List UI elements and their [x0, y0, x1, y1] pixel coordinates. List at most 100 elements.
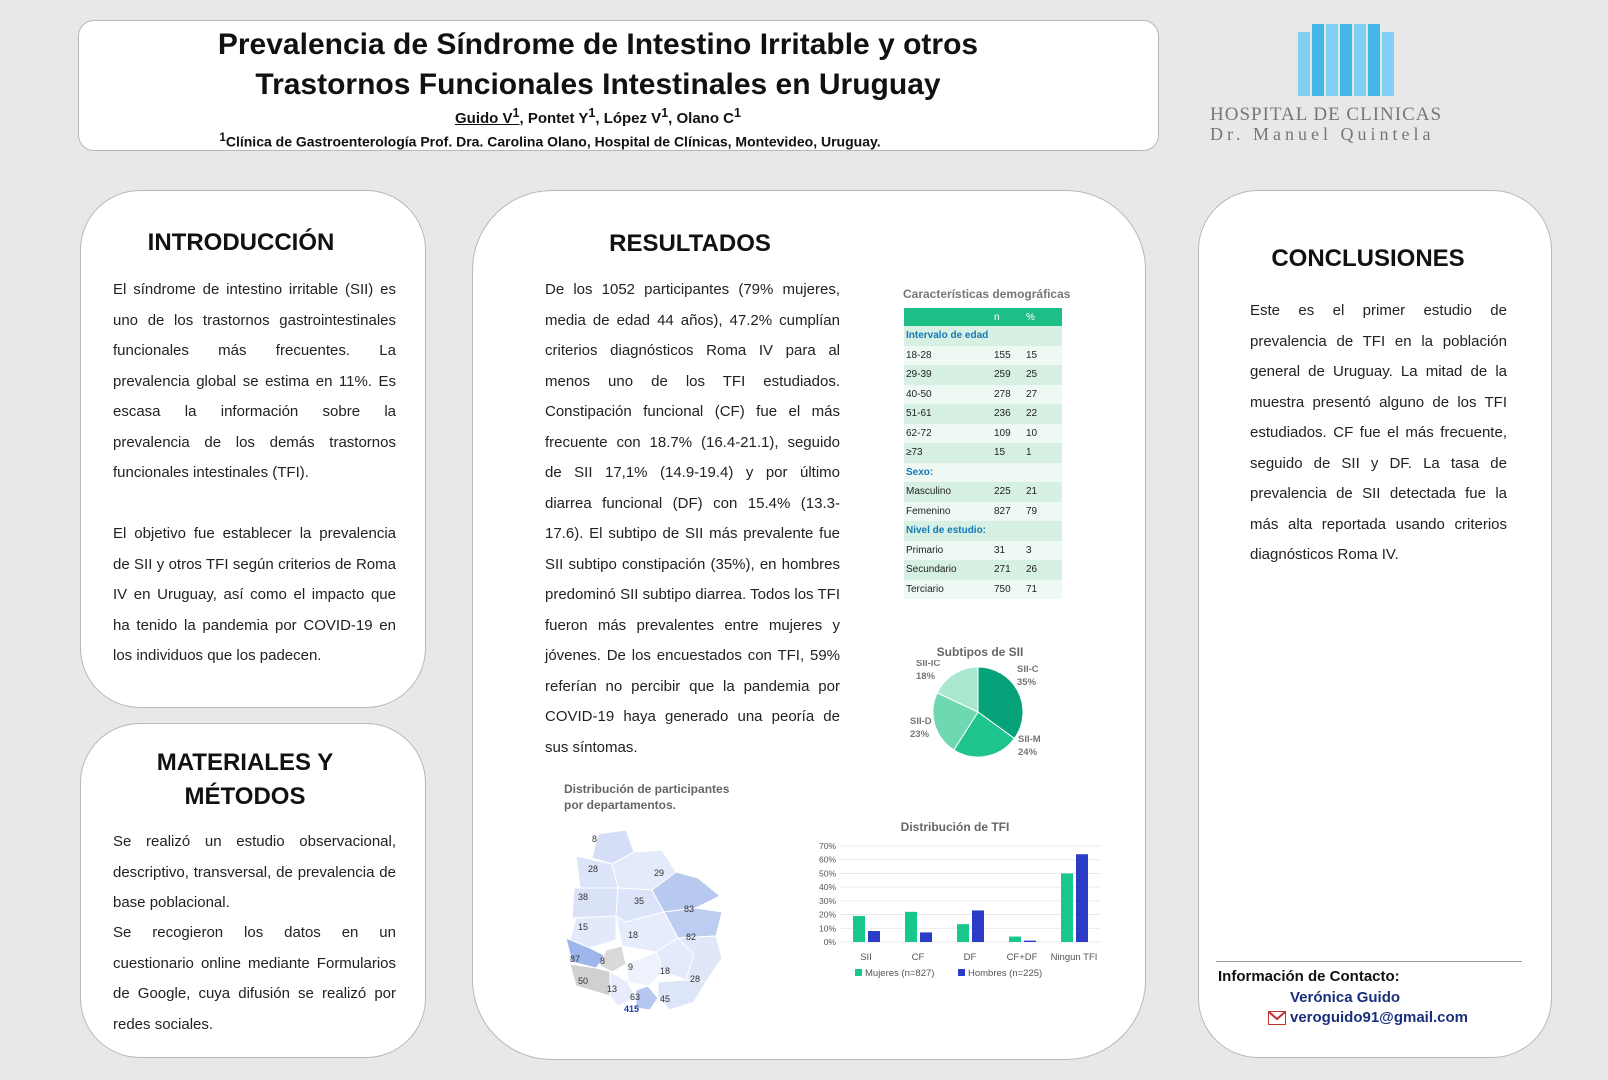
bar-1 [1024, 940, 1036, 942]
logo-bar [1382, 32, 1394, 96]
conclusions-heading: CONCLUSIONES [1271, 245, 1465, 272]
logo-hospital-subtitle: Dr. Manuel Quintela [1210, 124, 1435, 144]
legend-swatch [958, 969, 965, 976]
demographics-cell-pct [1024, 521, 1062, 541]
map-department [635, 985, 659, 1011]
demographics-cell-n: 278 [992, 384, 1024, 404]
demographics-cell-pct: 1 [1024, 443, 1062, 463]
demographics-category-row: Nivel de estudio: [904, 521, 1062, 541]
demographics-cell-n: 259 [992, 365, 1024, 385]
map-department [569, 915, 617, 949]
pie-label: SII-D [910, 716, 932, 727]
demographics-table: n % Intervalo de edad 18-28 155 15 29-39 259 2… [904, 308, 1062, 599]
bar-0 [957, 924, 969, 942]
demographics-cell-label: Femenino [904, 501, 992, 521]
demographics-row: 51-61 236 22 [904, 404, 1062, 424]
map-department-label: 13 [607, 984, 617, 994]
bar-x-tick: SII [860, 952, 872, 963]
pie-value-label: 24% [1018, 747, 1038, 758]
demographics-category-row: Intervalo de edad [904, 326, 1062, 346]
map-department-label: 9 [628, 962, 633, 972]
results-paragraph: De los 1052 participantes (79% mujeres, … [545, 281, 840, 756]
pie-value-label: 35% [1017, 677, 1037, 688]
bar-chart-title: Distribución de TFI [900, 820, 1010, 834]
pie-chart-title: Subtipos de SII [936, 645, 1024, 659]
demographics-cell-label: ≥73 [904, 443, 992, 463]
bar-0 [1061, 873, 1073, 942]
map-title-line2: por departamentos. [564, 798, 677, 812]
demographics-cell-label: Intervalo de edad [904, 326, 992, 346]
conclusions-panel [1198, 190, 1552, 1058]
demographics-cell-n: 155 [992, 345, 1024, 365]
conclusions-paragraph: Este es el primer estudio de prevalencia… [1250, 302, 1507, 563]
introduction-panel [80, 190, 426, 708]
map-department-label: 28 [588, 864, 598, 874]
demographics-cell-pct: 27 [1024, 384, 1062, 404]
logo-hospital-name: HOSPITAL DE CLINICAS [1210, 104, 1443, 125]
pie-label: SII-IC [916, 660, 940, 669]
demographics-row: Secundario 271 26 [904, 560, 1062, 580]
poster-title-line1: Prevalencia de Síndrome de Intestino Irr… [217, 28, 979, 61]
demographics-cell-pct: 22 [1024, 404, 1062, 424]
demographics-cell-pct: 15 [1024, 345, 1062, 365]
demographics-cell-n: 271 [992, 560, 1024, 580]
pie-slice-sii-c [977, 666, 1024, 740]
map-department [625, 951, 665, 987]
bar-x-tick: Ningun TFI [1051, 952, 1098, 963]
logo-bar [1312, 24, 1324, 96]
demographics-cell-pct: 3 [1024, 540, 1062, 560]
methods-paragraph-2: Se recogieron los datos en un cuestionar… [113, 924, 396, 1033]
introduction-paragraph-1: El síndrome de intestino irritable (SII)… [113, 281, 396, 481]
title-banner [78, 20, 1159, 151]
map-department-label: 87 [570, 954, 580, 964]
tfi-distribution-bar-chart: 0% 10% 20% 30% 40% 50% 60% 70% SII CF DF CF+DF Ningu… [819, 841, 1100, 979]
mail-icon [1268, 1011, 1286, 1025]
bar-x-tick: CF+DF [1007, 952, 1038, 963]
logo-bar [1368, 24, 1380, 96]
map-department-label: 28 [690, 974, 700, 984]
methods-paragraph-1: Se realizó un estudio observacional, des… [113, 833, 396, 911]
demographics-row: Terciario 750 71 [904, 579, 1062, 599]
map-department-label: 82 [686, 932, 696, 942]
bar-y-tick: 70% [819, 841, 836, 851]
map-department [599, 945, 627, 973]
introduction-heading: INTRODUCCIÓN [147, 229, 335, 256]
demographics-cell-n: 827 [992, 501, 1024, 521]
demographics-cell-n: 225 [992, 482, 1024, 502]
bar-y-tick: 40% [819, 882, 836, 892]
methods-panel [80, 723, 426, 1058]
map-department-label: 18 [660, 966, 670, 976]
author-4: Olano C1 [676, 106, 741, 127]
bar-x-tick: DF [964, 952, 977, 963]
map-department [609, 971, 637, 1007]
bar-y-tick: 0% [824, 937, 837, 947]
demographics-cell-label: 51-61 [904, 404, 992, 424]
contact-email-link[interactable]: veroguido91@gmail.com [1290, 1009, 1469, 1026]
contact-name: Verónica Guido [1290, 989, 1401, 1006]
demographics-cell-label: 62-72 [904, 423, 992, 443]
demographics-cell-label: Primario [904, 540, 992, 560]
pie-slice-sii-ic [936, 666, 979, 713]
methods-heading-line1: MATERIALES Y [156, 749, 334, 776]
methods-heading-line2: MÉTODOS [184, 783, 306, 810]
demographics-cell-pct: 71 [1024, 579, 1062, 599]
map-department-label: 8 [592, 834, 597, 844]
demographics-cell-label: Secundario [904, 560, 992, 580]
demographics-cell-n: 109 [992, 423, 1024, 443]
demographics-cell-n [992, 326, 1024, 346]
demographics-row: Femenino 827 79 [904, 501, 1062, 521]
demographics-row: 29-39 259 25 [904, 365, 1062, 385]
demographics-row: 62-72 109 10 [904, 423, 1062, 443]
demographics-cell-pct: 25 [1024, 365, 1062, 385]
bar-y-tick: 50% [819, 868, 836, 878]
demographics-row: Primario 31 3 [904, 540, 1062, 560]
demographics-cell-pct: 21 [1024, 482, 1062, 502]
author-1: Guido V1 [455, 106, 520, 127]
demographics-cell-pct: 79 [1024, 501, 1062, 521]
bar-1 [972, 910, 984, 942]
demographics-cell-n [992, 462, 1024, 482]
map-department-label: 15 [578, 922, 588, 932]
demographics-category-row: Sexo: [904, 462, 1062, 482]
map-department-label: 45 [660, 994, 670, 1004]
map-department-label: 8 [600, 956, 605, 966]
